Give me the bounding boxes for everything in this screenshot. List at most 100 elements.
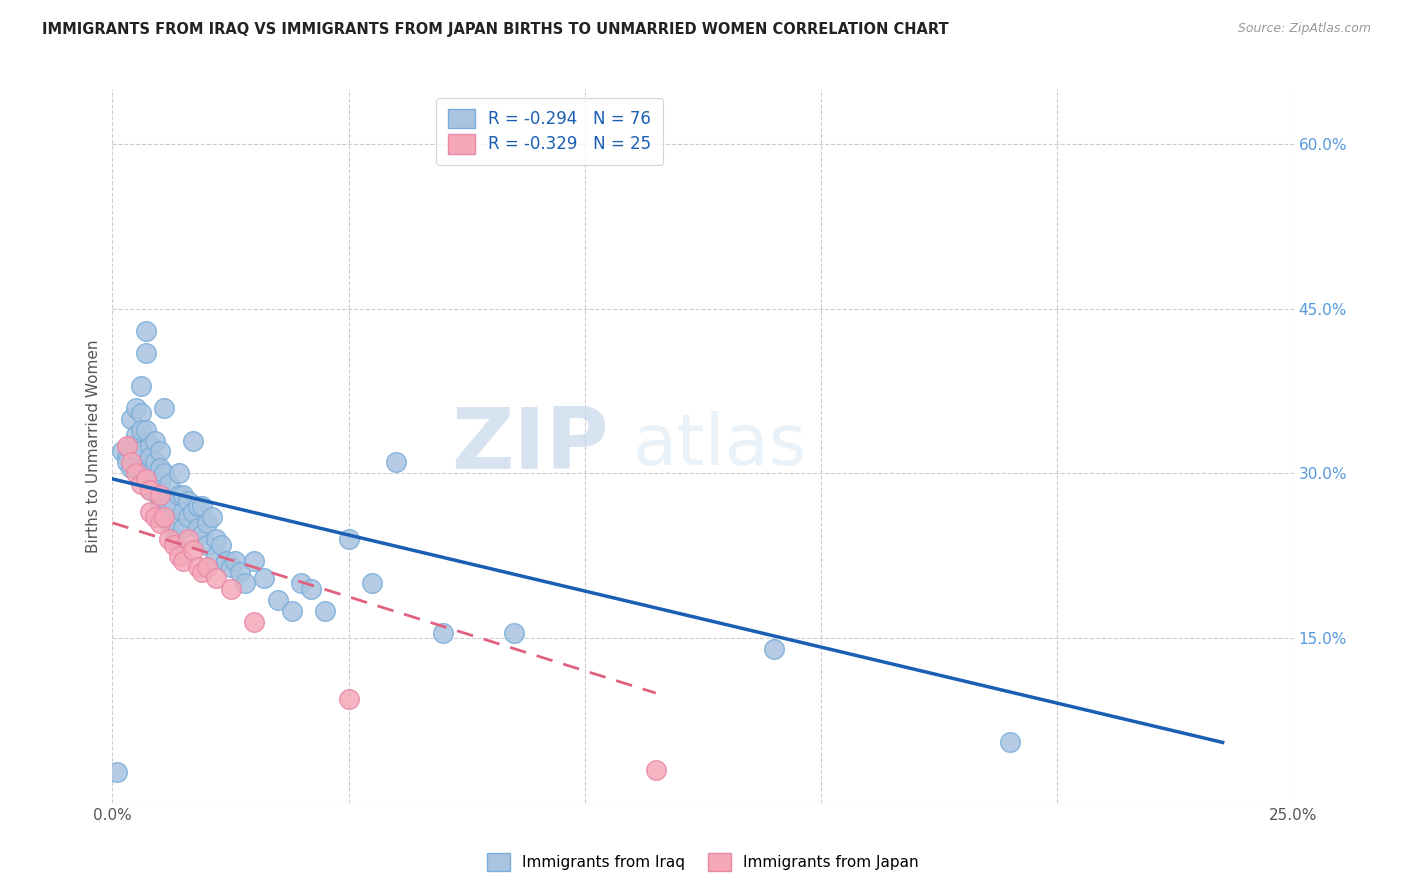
Point	[181, 505, 204, 519]
Point	[181, 434, 204, 448]
Point	[186, 500, 208, 514]
Point	[125, 401, 148, 415]
Point	[290, 576, 312, 591]
Point	[120, 455, 142, 469]
Point	[503, 625, 526, 640]
Point	[149, 494, 172, 508]
Point	[299, 582, 322, 596]
Point	[149, 477, 172, 491]
Point	[205, 533, 228, 547]
Point	[385, 455, 408, 469]
Point	[143, 434, 166, 448]
Point	[129, 423, 152, 437]
Point	[172, 488, 194, 502]
Point	[163, 500, 186, 514]
Point	[125, 444, 148, 458]
Point	[157, 516, 180, 530]
Point	[314, 604, 336, 618]
Point	[139, 483, 162, 497]
Point	[167, 549, 190, 563]
Point	[129, 378, 152, 392]
Point	[267, 592, 290, 607]
Point	[129, 477, 152, 491]
Point	[215, 554, 238, 568]
Y-axis label: Births to Unmarried Women: Births to Unmarried Women	[86, 339, 101, 553]
Text: atlas: atlas	[633, 411, 807, 481]
Point	[153, 401, 176, 415]
Point	[281, 604, 304, 618]
Text: Source: ZipAtlas.com: Source: ZipAtlas.com	[1237, 22, 1371, 36]
Point	[129, 444, 152, 458]
Point	[105, 765, 128, 780]
Point	[219, 582, 242, 596]
Point	[191, 526, 214, 541]
Point	[167, 467, 190, 481]
Point	[177, 494, 200, 508]
Point	[762, 642, 785, 657]
Point	[186, 559, 208, 574]
Point	[177, 510, 200, 524]
Point	[224, 554, 246, 568]
Point	[157, 477, 180, 491]
Point	[163, 516, 186, 530]
Point	[149, 444, 172, 458]
Point	[129, 406, 152, 420]
Point	[195, 516, 218, 530]
Point	[125, 428, 148, 442]
Point	[135, 472, 157, 486]
Point	[120, 411, 142, 425]
Point	[205, 571, 228, 585]
Point	[163, 533, 186, 547]
Point	[243, 554, 266, 568]
Point	[195, 559, 218, 574]
Point	[135, 345, 157, 359]
Point	[201, 510, 224, 524]
Point	[135, 423, 157, 437]
Point	[143, 455, 166, 469]
Point	[191, 566, 214, 580]
Point	[115, 455, 138, 469]
Point	[149, 461, 172, 475]
Point	[209, 538, 232, 552]
Point	[167, 488, 190, 502]
Point	[172, 505, 194, 519]
Point	[139, 439, 162, 453]
Point	[191, 500, 214, 514]
Point	[644, 763, 666, 777]
Point	[111, 444, 134, 458]
Point	[143, 483, 166, 497]
Point	[139, 483, 162, 497]
Point	[139, 505, 162, 519]
Point	[337, 691, 360, 706]
Point	[432, 625, 454, 640]
Point	[149, 516, 172, 530]
Legend: R = -0.294   N = 76, R = -0.329   N = 25: R = -0.294 N = 76, R = -0.329 N = 25	[436, 97, 662, 165]
Point	[361, 576, 384, 591]
Point	[120, 439, 142, 453]
Point	[115, 450, 138, 464]
Point	[243, 615, 266, 629]
Point	[125, 467, 148, 481]
Point	[177, 533, 200, 547]
Point	[186, 521, 208, 535]
Point	[143, 510, 166, 524]
Point	[153, 510, 176, 524]
Point	[139, 450, 162, 464]
Point	[153, 467, 176, 481]
Point	[163, 538, 186, 552]
Point	[115, 439, 138, 453]
Point	[181, 543, 204, 558]
Point	[125, 461, 148, 475]
Point	[120, 461, 142, 475]
Point	[195, 538, 218, 552]
Point	[157, 500, 180, 514]
Legend: Immigrants from Iraq, Immigrants from Japan: Immigrants from Iraq, Immigrants from Ja…	[478, 844, 928, 880]
Point	[135, 324, 157, 338]
Point	[139, 467, 162, 481]
Point	[153, 494, 176, 508]
Point	[233, 576, 256, 591]
Point	[172, 554, 194, 568]
Point	[172, 521, 194, 535]
Point	[337, 533, 360, 547]
Point	[229, 566, 252, 580]
